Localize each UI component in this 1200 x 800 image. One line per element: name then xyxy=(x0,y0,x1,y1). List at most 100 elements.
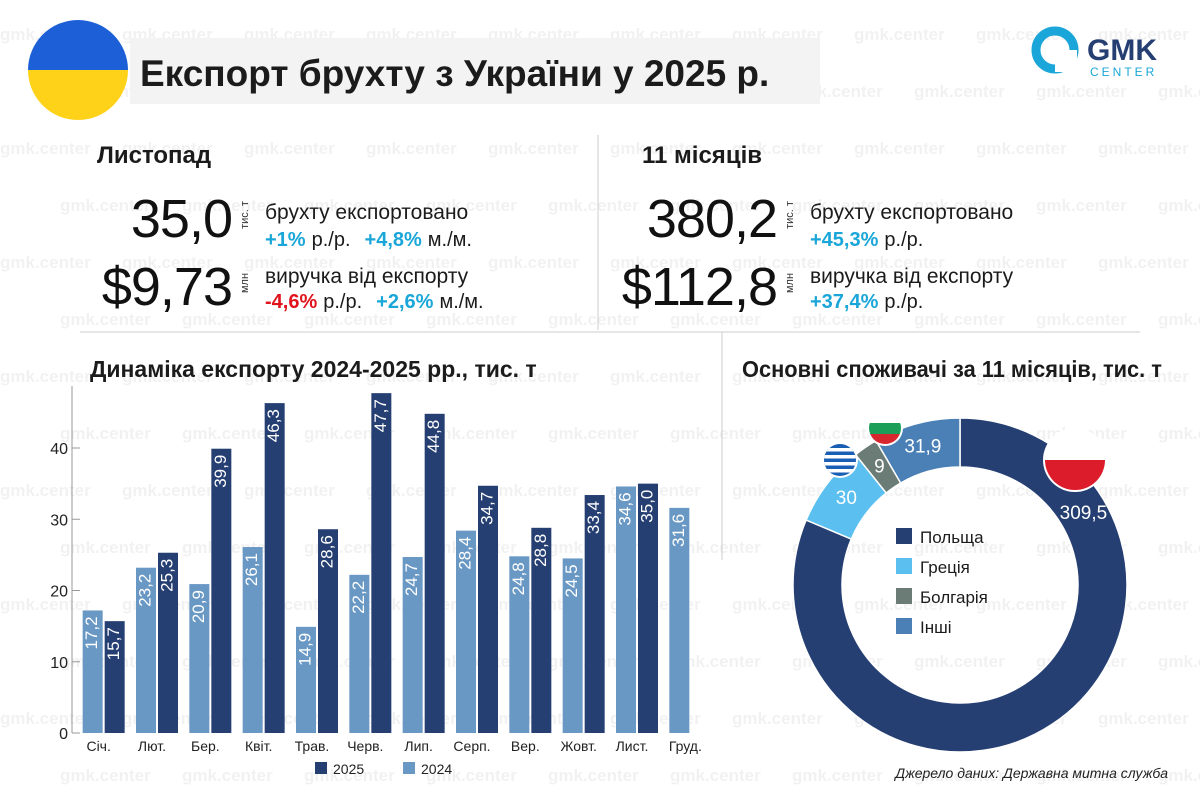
stat-value: 380,2 xyxy=(647,189,777,249)
watermark: gmk.center xyxy=(0,481,91,500)
bar xyxy=(296,626,316,733)
y-tick-label: 0 xyxy=(59,726,68,743)
stat-label: брухту експортовано xyxy=(265,201,468,224)
value-label: 24,7 xyxy=(402,563,421,596)
bar xyxy=(584,495,605,733)
change-period: р./р. xyxy=(312,229,351,251)
watermark: gmk.center xyxy=(670,652,761,671)
watermark: gmk.center xyxy=(366,139,457,158)
watermark: gmk.center xyxy=(1098,481,1189,500)
stat-changes: +45,3% р./р. xyxy=(810,229,923,251)
watermark: gmk.center xyxy=(1036,766,1127,785)
value-label: 34,6 xyxy=(615,492,634,525)
watermark: gmk.center xyxy=(1098,253,1189,272)
flag-greece xyxy=(822,442,858,478)
value-label: 28,8 xyxy=(531,534,550,567)
watermark: gmk.center xyxy=(976,253,1067,272)
watermark: gmk.center xyxy=(610,367,701,386)
bar xyxy=(478,485,498,733)
watermark: gmk.center xyxy=(488,481,579,500)
watermark: gmk.center xyxy=(0,253,91,272)
value-label: 22,2 xyxy=(349,581,368,614)
watermark: gmk.center xyxy=(914,652,1005,671)
legend-label: Греція xyxy=(920,558,970,577)
chart-title: Основні споживачі за 11 місяців, тис. т xyxy=(742,356,1162,382)
value-label: 35,0 xyxy=(637,490,656,523)
watermark: gmk.center xyxy=(1158,538,1200,557)
watermark: gmk.center xyxy=(914,538,1005,557)
watermark: gmk.center xyxy=(1158,766,1200,785)
stat-unit: тис. т xyxy=(784,201,796,229)
watermark: gmk.center xyxy=(610,139,701,158)
watermark: gmk.center xyxy=(426,310,517,329)
stat-value: 35,0 xyxy=(131,189,232,249)
watermark: gmk.center xyxy=(1098,139,1189,158)
panel-heading: 11 місяців xyxy=(642,142,762,169)
value-label: 26,1 xyxy=(242,553,261,586)
watermark: gmk.center xyxy=(1158,310,1200,329)
watermark: gmk.center xyxy=(304,310,395,329)
x-tick-label: Жовт. xyxy=(560,738,596,754)
watermark: gmk.center xyxy=(304,196,395,215)
change-value: +45,3% xyxy=(810,229,879,251)
x-tick-label: Січ. xyxy=(86,738,110,754)
bar xyxy=(531,527,552,733)
bar xyxy=(616,486,636,733)
watermark: gmk.center xyxy=(122,481,213,500)
bar xyxy=(371,393,392,733)
stat-changes: +37,4% р./р. xyxy=(810,291,923,313)
watermark: gmk.center xyxy=(792,766,883,785)
watermark: gmk.center xyxy=(732,139,823,158)
stat-unit: млн xyxy=(239,273,251,293)
watermark: gmk.center xyxy=(854,139,945,158)
watermark: gmk.center xyxy=(914,196,1005,215)
title-band xyxy=(130,38,820,104)
value-label: 9 xyxy=(874,457,885,478)
panel-heading: Листопад xyxy=(97,142,211,169)
value-label: 24,5 xyxy=(562,564,581,597)
watermark: gmk.center xyxy=(976,595,1067,614)
watermark: gmk.center xyxy=(1098,709,1189,728)
watermark: gmk.center xyxy=(244,367,335,386)
watermark: gmk.center xyxy=(1098,25,1189,44)
legend-label: Болгарія xyxy=(920,588,988,607)
watermark: gmk.center xyxy=(182,424,273,443)
value-label: 14,9 xyxy=(295,633,314,666)
watermark: gmk.center xyxy=(854,25,945,44)
watermark: gmk.center xyxy=(1158,424,1200,443)
watermark: gmk.center xyxy=(182,196,273,215)
legend-swatch xyxy=(315,762,327,774)
bar xyxy=(264,403,285,733)
watermark: gmk.center xyxy=(732,367,823,386)
legend-swatch xyxy=(896,618,912,634)
y-tick-label: 10 xyxy=(50,655,68,672)
value-label: 20,9 xyxy=(189,590,208,623)
watermark: gmk.center xyxy=(60,310,151,329)
watermark: gmk.center xyxy=(548,766,639,785)
watermark: gmk.center xyxy=(1036,82,1127,101)
value-label: 47,7 xyxy=(371,399,390,432)
stat-label: виручка від експорту xyxy=(810,265,1014,288)
watermark: gmk.center xyxy=(366,367,457,386)
watermark: gmk.center xyxy=(122,367,213,386)
change-value: +2,6% xyxy=(376,291,433,313)
watermark: gmk.center xyxy=(122,139,213,158)
value-label: 25,3 xyxy=(157,559,176,592)
watermark: gmk.center xyxy=(670,310,761,329)
legend-swatch xyxy=(896,558,912,574)
watermark: gmk.center xyxy=(1036,310,1127,329)
watermark: gmk.center xyxy=(244,481,335,500)
watermark: gmk.center xyxy=(792,424,883,443)
bar xyxy=(189,584,210,733)
bar xyxy=(349,574,370,733)
value-label: 15,7 xyxy=(104,627,123,660)
watermark: gmk.center xyxy=(670,538,761,557)
watermark: gmk.center xyxy=(122,253,213,272)
legend-swatch xyxy=(896,588,912,604)
watermark: gmk.center xyxy=(182,766,273,785)
change-period: р./р. xyxy=(884,229,923,251)
legend-swatch xyxy=(403,762,415,774)
watermark: gmk.center xyxy=(792,310,883,329)
x-tick-label: Черв. xyxy=(347,738,383,754)
